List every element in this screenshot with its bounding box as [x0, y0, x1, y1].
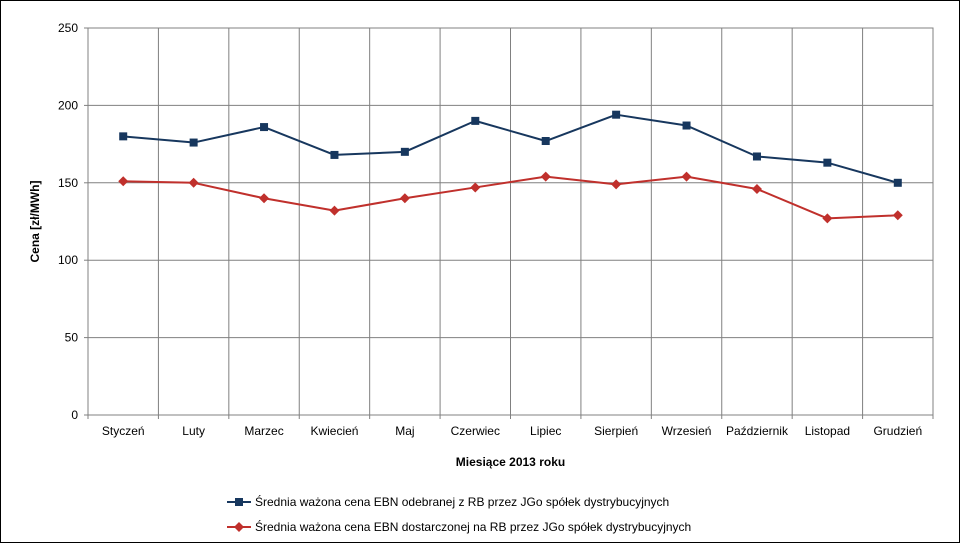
plot-area [87, 27, 934, 416]
data-point [540, 171, 551, 182]
data-point [259, 193, 270, 204]
x-tick-label: Styczeń [102, 424, 145, 438]
y-axis-title: Cena [zł/MWh] [28, 181, 42, 263]
x-tick-label: Grudzień [873, 424, 922, 438]
y-tick-label: 100 [58, 253, 78, 267]
x-tick-label: Luty [182, 424, 205, 438]
data-point [118, 176, 129, 187]
x-tick-label: Marzec [244, 424, 283, 438]
legend: Średnia ważona cena EBN odebranej z RB p… [227, 494, 691, 534]
series-line [123, 113, 899, 184]
data-point [188, 177, 199, 188]
data-point [752, 152, 761, 161]
legend-marker-diamond [234, 522, 244, 532]
data-point [612, 110, 621, 119]
series-line [123, 175, 898, 220]
x-tick-label: Listopad [805, 424, 850, 438]
x-tick-label: Październik [726, 424, 789, 438]
y-tick-label: 50 [65, 331, 79, 345]
data-point [822, 213, 833, 224]
x-tick-label: Wrzesień [662, 424, 712, 438]
data-point [260, 123, 269, 132]
series-1 [119, 110, 902, 187]
x-tick-label: Sierpień [594, 424, 638, 438]
y-axis-ticks: 0 50 100 150 200 250 [58, 21, 78, 422]
data-point [330, 150, 339, 159]
y-tick-label: 250 [58, 21, 78, 35]
legend-label-1: Średnia ważona cena EBN odebranej z RB p… [255, 494, 669, 509]
x-axis-ticks: Styczeń Luty Marzec Kwiecień Maj Czerwiec Lipi… [102, 424, 922, 438]
data-point [823, 158, 832, 167]
y-tick-label: 200 [58, 98, 78, 112]
data-point [681, 171, 692, 182]
series [118, 110, 903, 224]
x-tick-label: Czerwiec [451, 424, 500, 438]
legend-marker-square [235, 498, 243, 506]
data-point [189, 138, 198, 147]
legend-item-1: Średnia ważona cena EBN odebranej z RB p… [227, 494, 669, 509]
series-2 [118, 171, 903, 224]
data-point [892, 210, 903, 221]
y-tick-label: 0 [71, 408, 78, 422]
legend-item-2: Średnia ważona cena EBN dostarczonej na … [227, 519, 691, 534]
data-point [400, 147, 409, 156]
x-tick-label: Maj [395, 424, 414, 438]
data-point [471, 116, 480, 125]
x-tick-label: Kwiecień [310, 424, 358, 438]
y-tick-label: 150 [58, 176, 78, 190]
data-point [470, 182, 481, 193]
data-point [611, 179, 622, 190]
grid [84, 27, 934, 419]
legend-label-2: Średnia ważona cena EBN dostarczonej na … [255, 519, 691, 534]
data-point [682, 121, 691, 130]
data-point [329, 205, 340, 216]
data-point [119, 132, 128, 141]
x-tick-label: Lipiec [530, 424, 561, 438]
data-point [751, 183, 762, 194]
data-point [893, 178, 902, 187]
x-axis-title: Miesiące 2013 roku [456, 455, 565, 469]
data-point [399, 193, 410, 204]
data-point [541, 137, 550, 146]
